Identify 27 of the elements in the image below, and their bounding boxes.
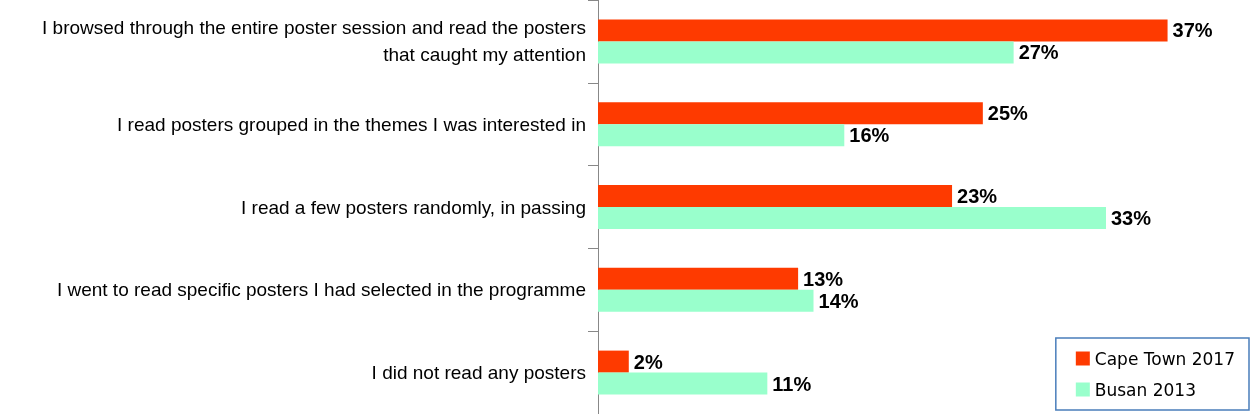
bar [598,19,1168,42]
data-label: 2% [633,350,663,373]
bar [598,289,814,312]
bar [598,41,1014,64]
bar [598,350,629,373]
bar [598,124,845,147]
bar [598,207,1106,229]
y-tick-label: I went to read specific posters I had selected in the programme [56,279,586,301]
legend-label: Cape Town 2017 [1094,348,1235,369]
data-label: 27% [1018,41,1059,64]
legend-label: Busan 2013 [1094,379,1196,400]
y-tick-label: I did not read any posters [371,362,586,384]
y-tick-label: I read posters grouped in the themes I was interested in [117,113,586,135]
y-tick-label: I browsed through the entire poster session and read the posters that caught my attention [42,17,586,66]
bar [598,372,768,395]
bar [598,185,953,207]
data-label: 33% [1110,207,1152,229]
y-tick-label: I read a few posters randomly, in passing [241,196,586,218]
bar [598,267,799,290]
data-label: 14% [818,289,859,312]
data-label: 11% [772,372,812,395]
data-label: 16% [849,124,890,147]
data-label: 13% [803,267,844,290]
bar [598,102,983,125]
data-label: 25% [987,102,1029,125]
data-label: 23% [957,185,998,207]
data-label: 37% [1172,19,1213,42]
